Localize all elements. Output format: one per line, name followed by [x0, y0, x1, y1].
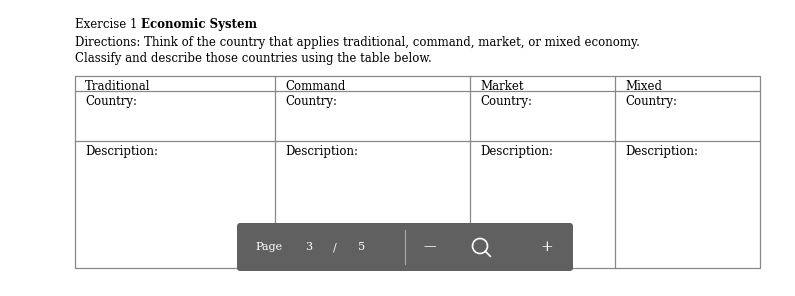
Text: Classify and describe those countries using the table below.: Classify and describe those countries us…: [75, 52, 432, 65]
Text: Directions: Think of the country that applies traditional, command, market, or m: Directions: Think of the country that ap…: [75, 36, 640, 49]
Text: Description:: Description:: [480, 145, 553, 158]
Text: 3: 3: [305, 242, 312, 252]
Text: Country:: Country:: [85, 95, 137, 108]
Text: Country:: Country:: [625, 95, 677, 108]
Text: Description:: Description:: [85, 145, 158, 158]
FancyBboxPatch shape: [237, 223, 573, 271]
Bar: [75, 76, 760, 268]
Text: Country:: Country:: [285, 95, 337, 108]
Text: Traditional: Traditional: [85, 80, 150, 93]
Text: Command: Command: [285, 80, 345, 93]
Text: Economic System: Economic System: [142, 18, 257, 31]
Text: /: /: [333, 242, 337, 252]
Text: Exercise 1: Exercise 1: [75, 18, 142, 31]
Text: 5: 5: [358, 242, 365, 252]
Text: —: —: [423, 240, 436, 253]
Text: Page: Page: [255, 242, 282, 252]
Text: Market: Market: [480, 80, 523, 93]
Text: Country:: Country:: [480, 95, 532, 108]
Text: +: +: [540, 240, 553, 254]
Text: Description:: Description:: [285, 145, 358, 158]
Text: Description:: Description:: [625, 145, 698, 158]
Text: Mixed: Mixed: [625, 80, 662, 93]
